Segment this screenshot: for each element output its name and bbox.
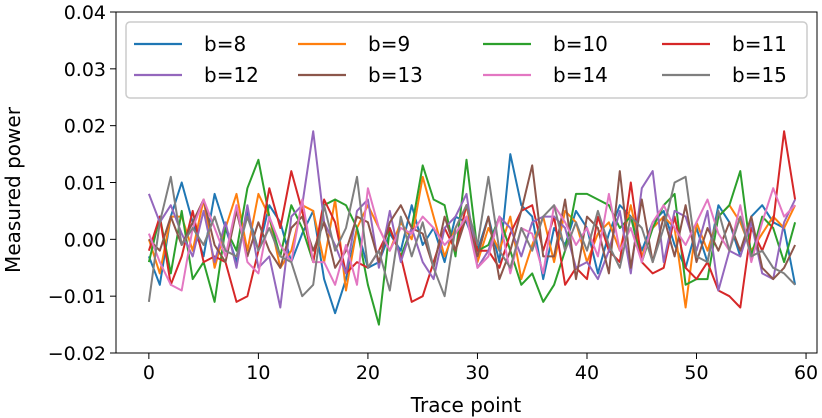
legend-label-b-13: b=13 — [368, 63, 423, 87]
series-line-b-15 — [147, 175, 796, 303]
series-line-b-14 — [147, 187, 796, 292]
x-tick-label: 60 — [794, 362, 818, 384]
x-tick-label: 30 — [465, 362, 489, 384]
x-tick-label: 50 — [684, 362, 708, 384]
legend-label-b-11: b=11 — [732, 32, 787, 56]
y-axis-label: Measured power — [1, 106, 25, 273]
y-tick-label: 0.02 — [64, 116, 106, 138]
legend-label-b-10: b=10 — [553, 32, 608, 56]
y-tick-label: 0.01 — [64, 173, 106, 195]
x-tick-label: 20 — [356, 362, 380, 384]
y-tick-label: 0.03 — [64, 59, 106, 81]
legend-label-b-9: b=9 — [368, 32, 410, 56]
y-tick-label: −0.02 — [48, 343, 106, 365]
legend-label-b-14: b=14 — [553, 63, 608, 87]
y-tick-label: 0.00 — [64, 229, 106, 251]
series-line-b-12 — [147, 130, 797, 309]
y-axis: −0.02 −0.01 0.00 0.01 0.02 0.03 0.04 — [48, 2, 116, 365]
x-tick-label: 10 — [246, 362, 270, 384]
legend-label-b-8: b=8 — [204, 32, 246, 56]
legend-label-b-15: b=15 — [732, 63, 787, 87]
x-axis-label: Trace point — [410, 393, 522, 417]
series-line-b-10 — [147, 158, 797, 326]
legend: b=8 b=9 b=10 b=11 b=12 b=13 b=14 b=15 — [125, 21, 808, 99]
series-layer — [147, 130, 797, 326]
series-line-b-13 — [148, 164, 797, 281]
x-tick-label: 40 — [575, 362, 599, 384]
y-tick-label: 0.04 — [64, 2, 106, 24]
legend-label-b-12: b=12 — [204, 63, 259, 87]
x-axis: 0 10 20 30 40 50 60 — [143, 353, 818, 384]
legend-box — [125, 21, 808, 99]
x-tick-label: 0 — [143, 362, 155, 384]
y-tick-label: −0.01 — [48, 286, 106, 308]
